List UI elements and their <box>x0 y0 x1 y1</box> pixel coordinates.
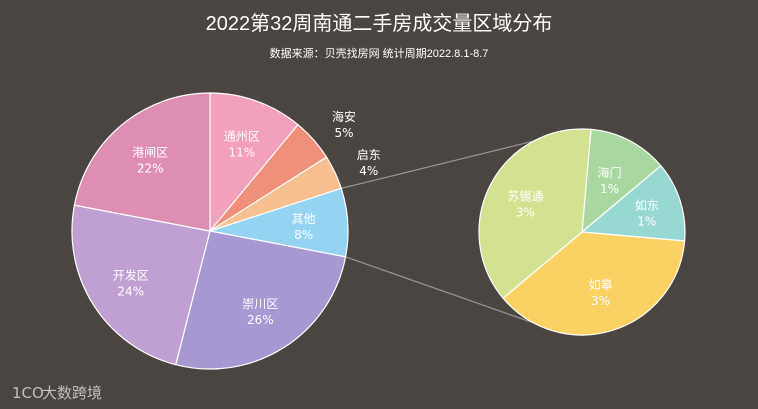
connector-lines <box>341 140 534 324</box>
pie-slice-通州区-name-label: 通州区 <box>224 130 260 144</box>
sub-pie-slice-如东 <box>580 164 686 242</box>
watermark: 1CO 大数跨境 <box>12 384 102 402</box>
sub-pie-slice-如皋-value-label: 3% <box>591 294 610 308</box>
pie-slice-通州区 <box>209 92 299 233</box>
sub-pie: 海门 1% 如东 1% 如皋 3% 苏锡通 3% <box>478 128 686 336</box>
pie-slice-港闸区-name-label: 港闸区 <box>132 146 168 160</box>
watermark-text: 大数跨境 <box>42 384 102 402</box>
pie-slice-通州区-value-label: 11% <box>228 146 255 160</box>
pie-slice-启东-name-label: 启东 <box>357 148 381 162</box>
chart-title: 2022第32周南通二手房成交量区域分布 <box>206 12 553 35</box>
pie-slice-启东-value-label: 4% <box>359 164 378 178</box>
watermark-logo: 1CO <box>12 384 44 402</box>
sub-pie-slice-海门-name-label: 海门 <box>598 165 622 180</box>
pie-slice-海安-value-label: 5% <box>334 126 353 140</box>
sub-pie-slice-如皋 <box>502 231 686 336</box>
pie-slice-其他-value-label: 8% <box>294 228 313 242</box>
pie-slice-其他-name-label: 其他 <box>292 212 316 226</box>
pie-slice-开发区-name-label: 开发区 <box>113 267 149 282</box>
sub-pie-slice-海门 <box>581 128 662 234</box>
sub-pie-slice-如东-value-label: 1% <box>637 215 656 229</box>
pie-slice-开发区-value-label: 24% <box>117 284 144 298</box>
sub-pie-slice-苏锡通-value-label: 3% <box>516 206 535 220</box>
pie-slice-开发区 <box>71 204 211 366</box>
sub-pie-slice-苏锡通-name-label: 苏锡通 <box>507 189 543 204</box>
pie-slice-崇川区-name-label: 崇川区 <box>242 297 278 311</box>
pie-slice-崇川区-value-label: 26% <box>247 313 274 327</box>
pie-slice-海安-name-label: 海安 <box>332 109 356 124</box>
pie-slice-港闸区-value-label: 22% <box>137 162 164 176</box>
sub-pie-slice-海门-value-label: 1% <box>600 182 619 196</box>
sub-pie-slice-苏锡通 <box>478 128 592 300</box>
pie-slice-港闸区 <box>73 92 211 232</box>
connector-line-bottom <box>345 256 534 324</box>
chart-subtitle: 数据来源：贝壳找房网 统计周期2022.8.1-8.7 <box>270 46 489 60</box>
sub-pie-slice-如东-name-label: 如东 <box>635 198 659 213</box>
connector-line-top <box>341 140 534 189</box>
main-pie: 通州区 11% 海安 5% 启东 4% 其他 8% 崇川区 26% 开发区 24% 港闸区 22% <box>71 92 381 370</box>
sub-pie-slice-如皋-name-label: 如皋 <box>589 277 613 292</box>
pie-slice-崇川区 <box>174 230 347 370</box>
